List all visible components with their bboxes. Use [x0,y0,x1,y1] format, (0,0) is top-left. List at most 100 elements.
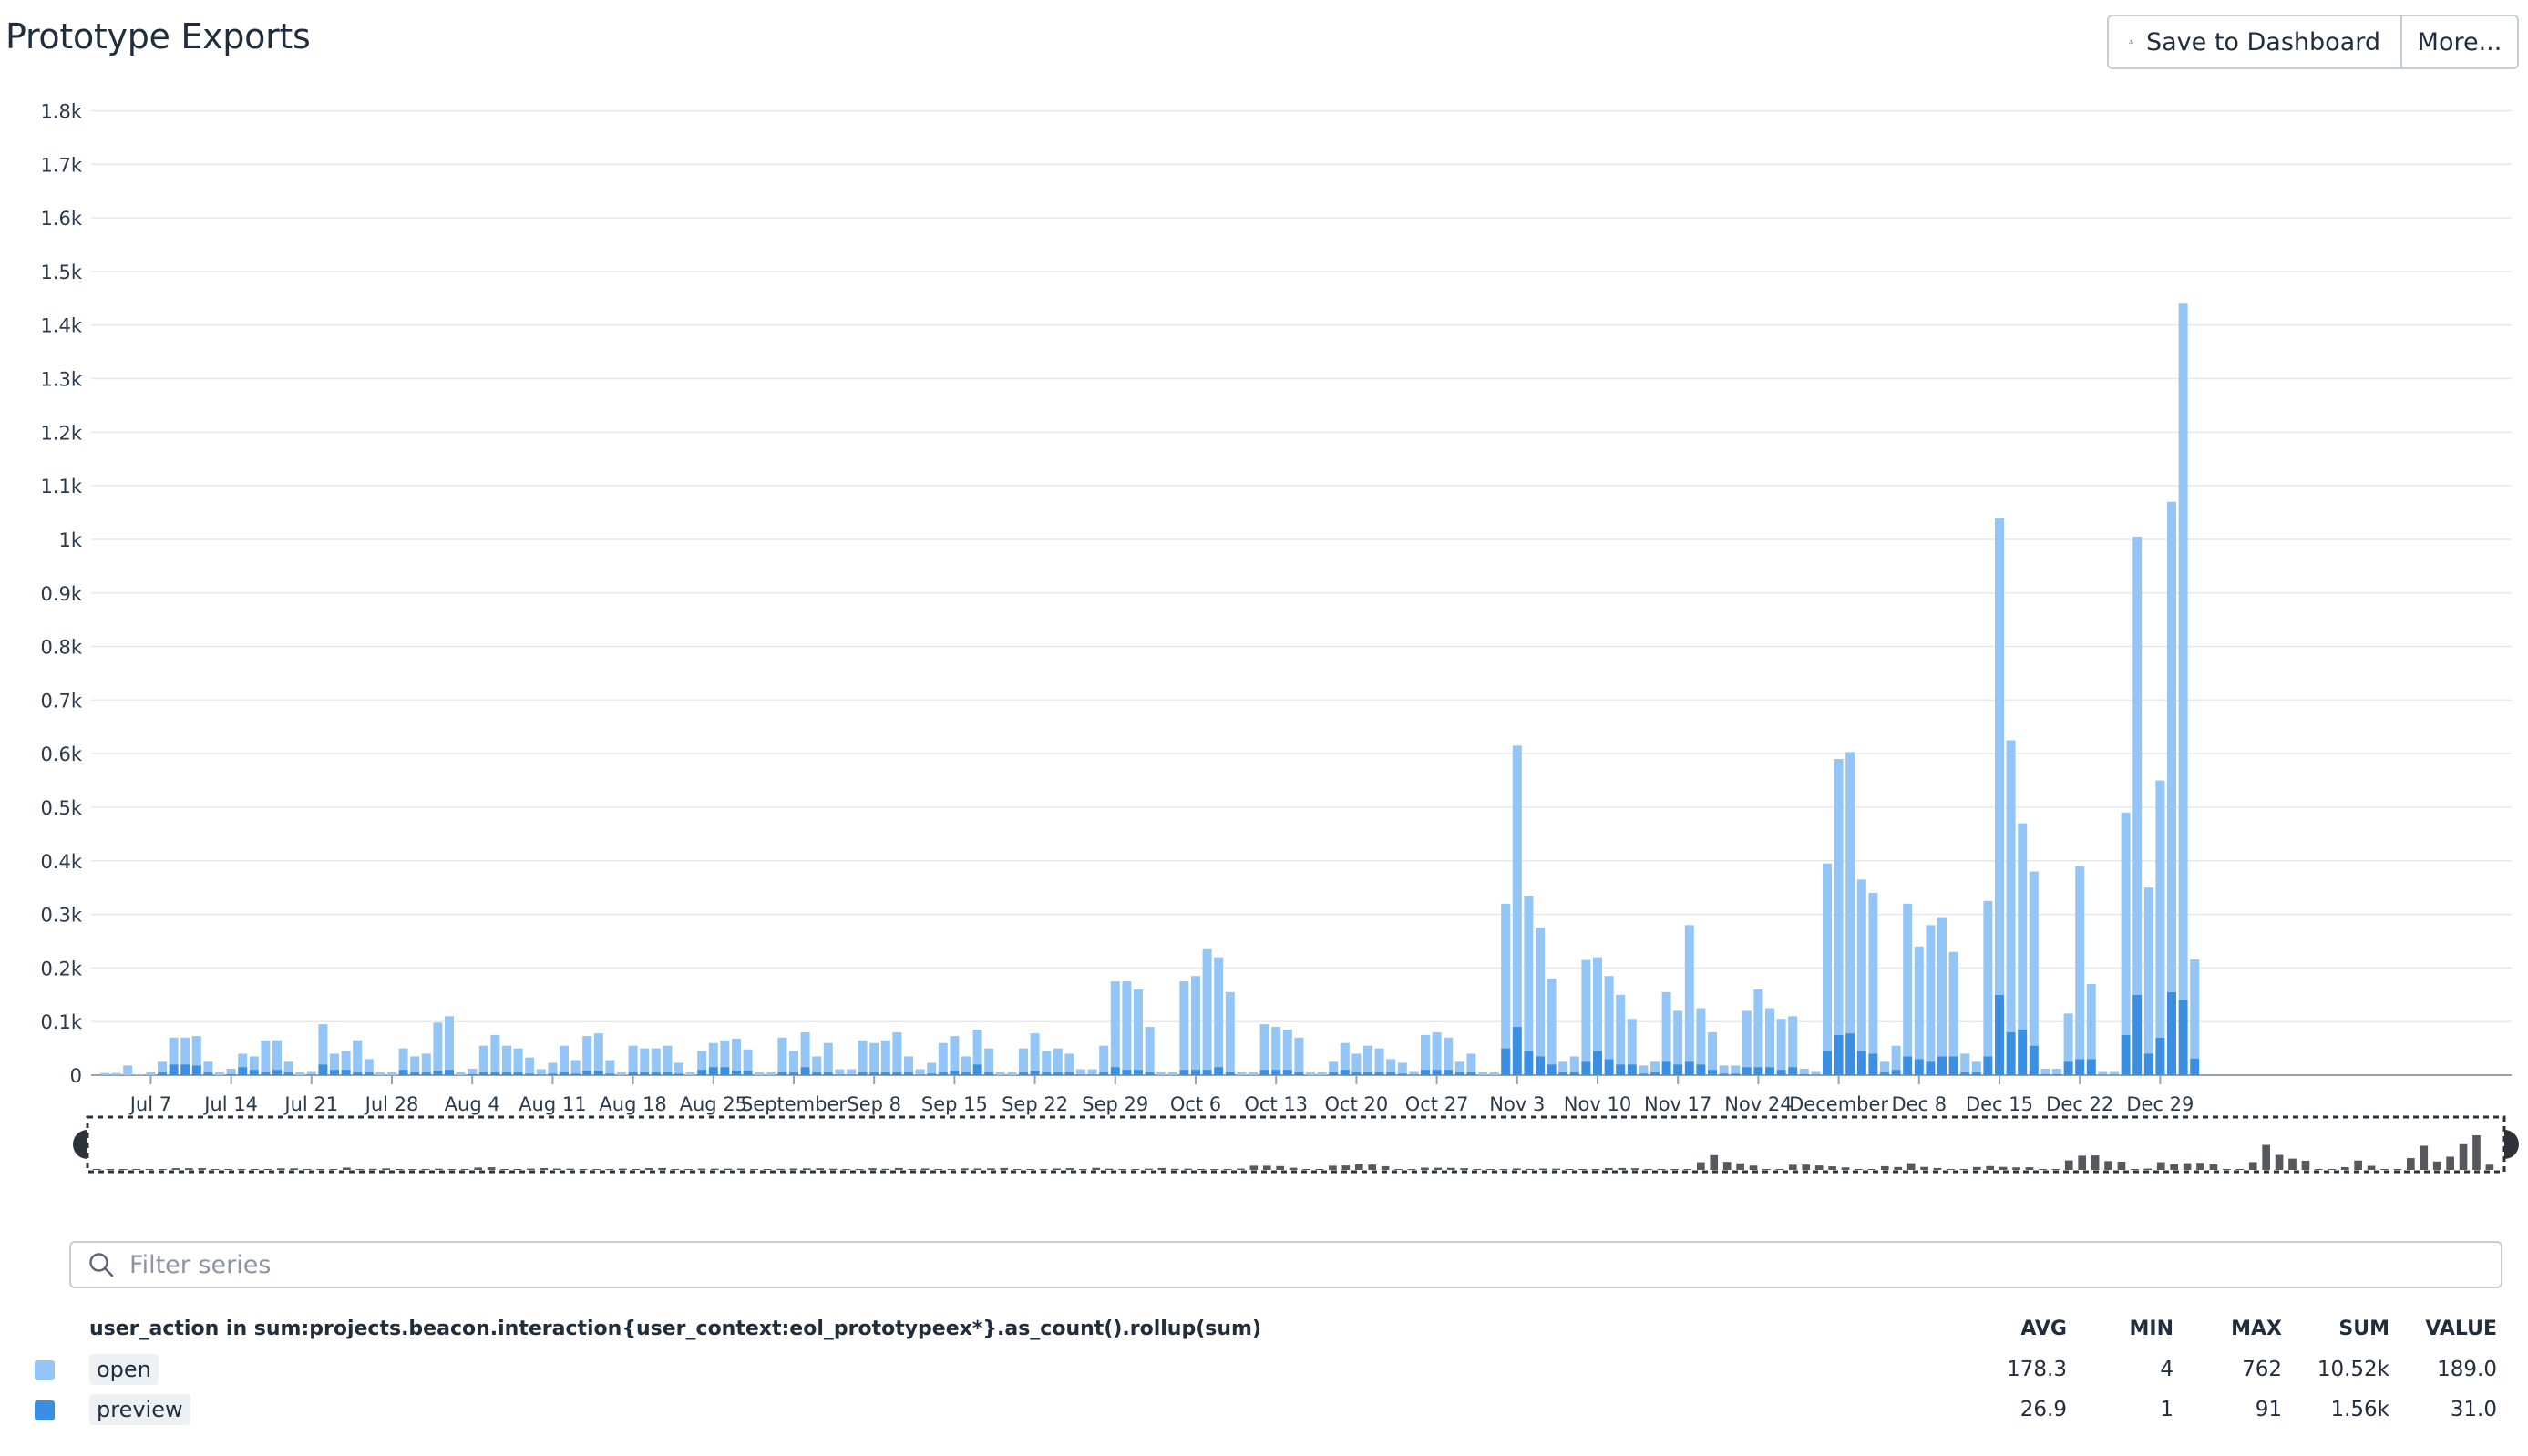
bar-preview[interactable] [1834,1034,1844,1075]
bar-preview[interactable] [1030,1071,1040,1075]
bar-preview[interactable] [1134,1070,1143,1075]
bar-open[interactable] [812,1056,822,1073]
bar-open[interactable] [1432,1031,1442,1071]
bar-preview[interactable] [2132,994,2143,1075]
bar-open[interactable] [513,1048,523,1073]
bar-preview[interactable] [1971,1072,1981,1075]
bar-open[interactable] [1650,1061,1660,1073]
bar-open[interactable] [1960,1053,1970,1073]
bar-open[interactable] [203,1061,213,1073]
bar-preview[interactable] [410,1072,420,1075]
bar-preview[interactable] [1627,1064,1637,1075]
bar-open[interactable] [1030,1033,1040,1071]
bar-preview[interactable] [858,1072,868,1075]
bar-preview[interactable] [732,1071,741,1075]
bar-preview[interactable] [640,1072,650,1075]
bar-preview[interactable] [1259,1070,1269,1075]
bar-preview[interactable] [1501,1048,1511,1075]
bar-preview[interactable] [1110,1067,1120,1075]
bar-open[interactable] [1937,917,1947,1057]
bar-open[interactable] [847,1069,856,1075]
bar-preview[interactable] [1432,1070,1442,1075]
bar-open[interactable] [1363,1045,1372,1073]
bar-open[interactable] [1891,1045,1901,1071]
bar-open[interactable] [2018,823,2028,1030]
bar-open[interactable] [1880,1061,1889,1073]
bar-preview[interactable] [1696,1064,1706,1075]
bar-open[interactable] [1214,957,1224,1068]
bar-preview[interactable] [2040,1073,2050,1075]
bar-open[interactable] [1167,1072,1177,1075]
bar-preview[interactable] [1547,1064,1557,1075]
bar-open[interactable] [2167,501,2176,992]
bar-open[interactable] [685,1072,695,1075]
legend-col-avg[interactable]: AVG [2020,1318,2067,1340]
bar-open[interactable] [1708,1031,1717,1071]
bar-preview[interactable] [1753,1067,1763,1075]
bar-open[interactable] [640,1048,650,1073]
bar-preview[interactable] [1145,1072,1155,1075]
bar-preview[interactable] [663,1072,673,1075]
legend-series-name[interactable]: open [89,1354,159,1385]
bar-preview[interactable] [1903,1056,1913,1075]
bar-preview[interactable] [1639,1073,1649,1075]
bar-open[interactable] [261,1040,271,1073]
bar-open[interactable] [1444,1037,1454,1071]
time-navigator[interactable] [73,1115,2519,1174]
bar-open[interactable] [1696,1008,1706,1065]
bar-open[interactable] [238,1053,248,1068]
bar-preview[interactable] [1386,1072,1396,1075]
bar-preview[interactable] [984,1072,994,1075]
legend-row-open[interactable]: open 178.3 4 762 10.52k 189.0 [0,1352,2528,1389]
bar-open[interactable] [1811,1071,1821,1075]
bar-preview[interactable] [823,1072,833,1075]
bar-open[interactable] [398,1048,408,1071]
bar-open[interactable] [915,1069,925,1075]
bar-open[interactable] [617,1072,626,1075]
bar-preview[interactable] [1363,1072,1372,1075]
navigator-handle-right[interactable] [2504,1130,2519,1159]
bar-preview[interactable] [1524,1051,1534,1075]
bar-preview[interactable] [226,1073,236,1075]
bar-preview[interactable] [421,1072,431,1075]
bar-open[interactable] [100,1072,109,1075]
bar-open[interactable] [1684,925,1694,1062]
bar-open[interactable] [1087,1069,1097,1075]
bar-open[interactable] [1948,951,1958,1057]
bar-open[interactable] [1776,1019,1786,1071]
bar-open[interactable] [2190,959,2200,1059]
bar-open[interactable] [490,1034,500,1073]
bar-preview[interactable] [1340,1070,1350,1075]
bar-open[interactable] [1064,1053,1074,1073]
bar-open[interactable] [1627,1019,1637,1065]
bar-preview[interactable] [697,1070,707,1075]
bar-preview[interactable] [1995,994,2004,1075]
bar-preview[interactable] [1225,1072,1235,1075]
bar-preview[interactable] [2052,1073,2061,1075]
bar-preview[interactable] [490,1072,500,1075]
bar-open[interactable] [2086,984,2096,1060]
bar-open[interactable] [1374,1048,1384,1073]
bar-open[interactable] [605,1060,615,1074]
bar-open[interactable] [800,1031,810,1068]
bar-preview[interactable] [1684,1061,1694,1075]
bar-preview[interactable] [1856,1051,1866,1075]
bar-open[interactable] [1926,925,1936,1062]
bar-preview[interactable] [1823,1051,1832,1075]
bar-preview[interactable] [2167,991,2176,1075]
bar-open[interactable] [1110,981,1120,1068]
bar-preview[interactable] [1202,1070,1212,1075]
bar-open[interactable] [777,1037,787,1073]
bar-open[interactable] [215,1072,224,1075]
bar-preview[interactable] [169,1064,179,1075]
bar-preview[interactable] [1409,1074,1419,1075]
bar-preview[interactable] [1087,1074,1097,1075]
bar-open[interactable] [593,1033,603,1071]
bar-preview[interactable] [203,1072,213,1075]
bar-open[interactable] [445,1016,454,1071]
bar-open[interactable] [1237,1072,1247,1075]
bar-preview[interactable] [2006,1031,2016,1075]
bar-open[interactable] [123,1065,133,1075]
bar-open[interactable] [111,1072,121,1075]
bar-preview[interactable] [548,1073,558,1075]
